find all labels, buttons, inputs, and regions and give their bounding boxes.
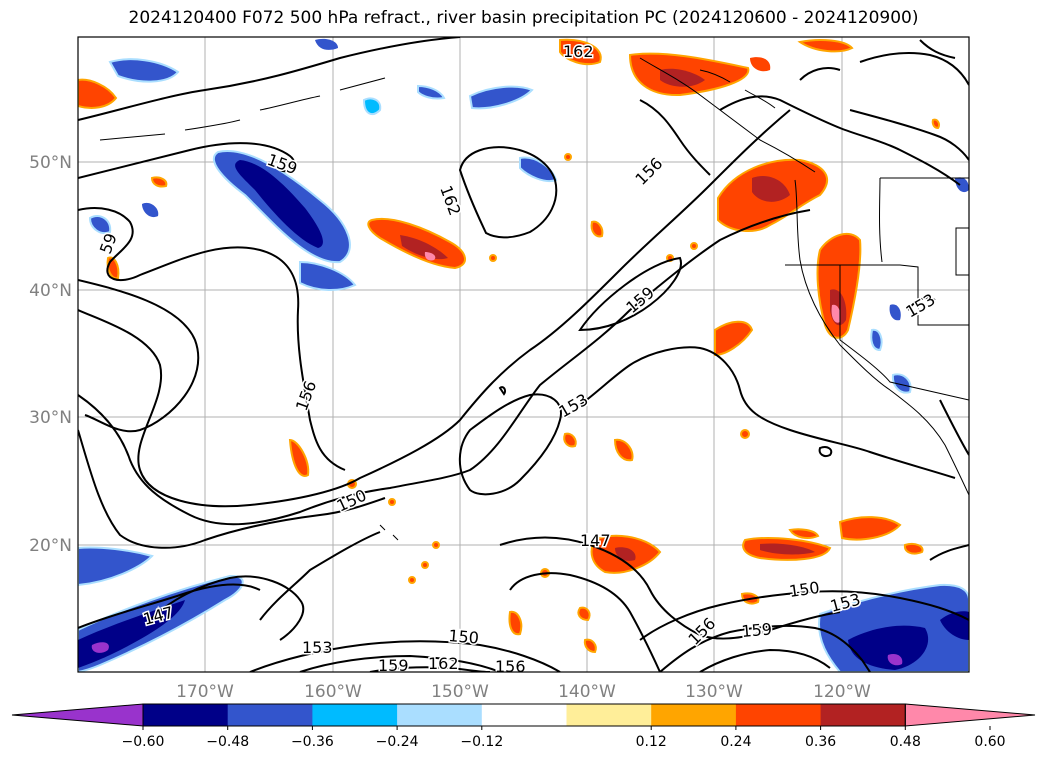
map-panel: 162 159 162 156 59 159 153 156 153 150 1… xyxy=(77,36,970,676)
colorbar-tick-label: −0.36 xyxy=(291,734,334,750)
lon-label-150w: 150°W xyxy=(431,682,489,702)
lon-label-130w: 130°W xyxy=(685,682,743,702)
colorbar-extend-high xyxy=(904,703,1036,727)
colorbar-ticks: −0.60 −0.48 −0.36 −0.24 −0.12 0.12 0.24 0.36 0.4… xyxy=(122,726,1006,750)
colorbar-tick-label: 0.24 xyxy=(720,734,751,750)
colorbar-tick-label: −0.60 xyxy=(122,734,165,750)
lon-label-160w: 160°W xyxy=(304,682,362,702)
colorbar-tick-label: 0.36 xyxy=(805,734,836,750)
colorbar: −0.60 −0.48 −0.36 −0.24 −0.12 0.12 0.24 0.36 0.4… xyxy=(11,703,1036,750)
contour-label: 162 xyxy=(428,654,459,673)
lat-label-20n: 20°N xyxy=(29,536,72,556)
colorbar-swatch xyxy=(312,704,398,726)
colorbar-swatch xyxy=(397,704,483,726)
positive-anomaly-regions xyxy=(78,38,941,654)
contour-label: 162 xyxy=(563,42,594,61)
longitude-labels: 170°W 160°W 150°W 140°W 130°W 120°W xyxy=(176,682,871,702)
colorbar-swatch xyxy=(481,704,567,726)
colorbar-tick-label: 0.12 xyxy=(636,734,667,750)
latitude-labels: 50°N 40°N 30°N 20°N xyxy=(29,153,72,556)
lon-label-140w: 140°W xyxy=(558,682,616,702)
colorbar-frame xyxy=(142,703,906,727)
colorbar-swatches xyxy=(11,703,1036,727)
colorbar-extend-low xyxy=(11,703,144,727)
map-title: 2024120400 F072 500 hPa refract., river … xyxy=(128,8,919,28)
colorbar-tick-label: −0.24 xyxy=(376,734,419,750)
colorbar-tick-label: 0.48 xyxy=(890,734,921,750)
coastlines xyxy=(99,57,969,541)
lat-label-30n: 30°N xyxy=(29,408,72,428)
colorbar-swatch xyxy=(820,704,906,726)
colorbar-tick-label: −0.12 xyxy=(460,734,503,750)
contour-label: 156 xyxy=(495,657,526,676)
colorbar-tick-label: −0.48 xyxy=(206,734,249,750)
refractivity-contours xyxy=(78,37,969,672)
contour-label: 150 xyxy=(448,626,480,648)
colorbar-tick-label: 0.60 xyxy=(974,734,1005,750)
lon-label-120w: 120°W xyxy=(813,682,871,702)
colorbar-swatch xyxy=(227,704,313,726)
contour-label: 147 xyxy=(580,531,611,550)
negative-anomaly-regions xyxy=(78,38,969,672)
colorbar-swatch xyxy=(735,704,822,726)
lat-label-50n: 50°N xyxy=(29,153,72,173)
lon-label-170w: 170°W xyxy=(176,682,234,702)
lat-label-40n: 40°N xyxy=(29,281,72,301)
contour-label: 159 xyxy=(741,619,773,641)
map-frame xyxy=(77,36,970,673)
colorbar-swatch xyxy=(566,704,652,726)
contour-label: 159 xyxy=(378,656,409,675)
colorbar-swatch xyxy=(651,704,737,726)
colorbar-swatch xyxy=(143,704,229,726)
contour-label: 153 xyxy=(302,638,333,657)
